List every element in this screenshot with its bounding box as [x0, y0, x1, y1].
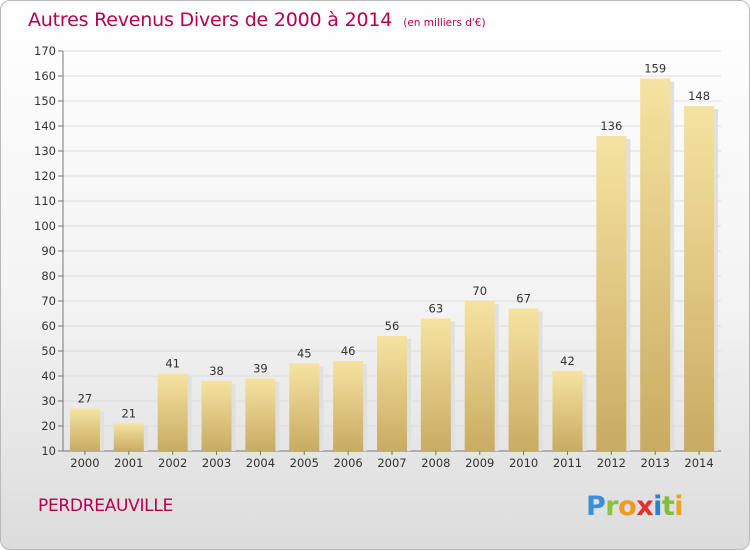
x-tick-label: 2004 — [246, 456, 275, 470]
x-tick-label: 2009 — [465, 456, 494, 470]
bar — [596, 136, 627, 451]
bar — [289, 363, 320, 451]
bar — [377, 336, 407, 451]
x-tick-label: 2014 — [684, 456, 713, 470]
chart-title-block: Autres Revenus Divers de 2000 à 2014 (en… — [28, 9, 486, 31]
bar-value-label: 42 — [560, 354, 575, 368]
bar-value-label: 27 — [78, 392, 93, 406]
y-tick-label: 20 — [41, 419, 56, 433]
y-tick-label: 120 — [34, 169, 56, 183]
bar-value-label: 136 — [600, 119, 622, 133]
bar-value-label: 39 — [253, 362, 268, 376]
bar — [552, 371, 583, 451]
x-tick-label: 2003 — [202, 456, 231, 470]
y-tick-label: 170 — [34, 44, 56, 58]
bar — [157, 373, 188, 451]
bar — [201, 381, 232, 451]
x-tick-label: 2012 — [597, 456, 626, 470]
y-tick-label: 150 — [34, 94, 56, 108]
bar-value-label: 41 — [165, 357, 180, 371]
y-tick-label: 140 — [34, 119, 56, 133]
bar-value-label: 159 — [644, 62, 666, 76]
x-tick-label: 2005 — [290, 456, 319, 470]
y-tick-label: 30 — [41, 394, 56, 408]
x-tick-label: 2000 — [70, 456, 99, 470]
bar-value-label: 45 — [297, 347, 312, 361]
y-tick-label: 100 — [34, 219, 56, 233]
y-tick-label: 160 — [34, 69, 56, 83]
y-tick-label: 60 — [41, 319, 56, 333]
bar — [245, 378, 276, 451]
y-tick-label: 50 — [41, 344, 56, 358]
bar — [333, 361, 364, 451]
y-tick-label: 80 — [41, 269, 56, 283]
bar — [420, 318, 451, 451]
bar-value-label: 46 — [341, 344, 356, 358]
bar-value-label: 63 — [429, 302, 444, 316]
y-tick-label: 70 — [41, 294, 56, 308]
x-tick-label: 2010 — [509, 456, 538, 470]
y-tick-label: 110 — [34, 194, 56, 208]
x-tick-label: 2006 — [333, 456, 362, 470]
y-tick-label: 90 — [41, 244, 56, 258]
bar — [113, 423, 144, 451]
chart-title: Autres Revenus Divers de 2000 à 2014 — [28, 9, 393, 31]
bar-value-label: 38 — [209, 364, 224, 378]
x-tick-label: 2007 — [377, 456, 406, 470]
x-tick-label: 2011 — [553, 456, 582, 470]
bar-value-label: 70 — [472, 284, 487, 298]
x-tick-label: 2013 — [641, 456, 670, 470]
bar — [464, 301, 495, 451]
y-tick-label: 40 — [41, 369, 56, 383]
bar-value-label: 56 — [385, 319, 400, 333]
bar-value-label: 21 — [121, 407, 136, 421]
chart-subtitle: (en milliers d'€) — [403, 17, 486, 29]
bar — [640, 78, 671, 451]
y-tick-label: 10 — [41, 444, 56, 458]
bar — [508, 308, 539, 451]
x-tick-label: 2002 — [158, 456, 187, 470]
bar-value-label: 148 — [688, 89, 710, 103]
bar-value-label: 67 — [516, 292, 531, 306]
x-tick-label: 2008 — [421, 456, 450, 470]
bar — [69, 408, 100, 451]
x-tick-label: 2001 — [114, 456, 143, 470]
y-tick-label: 130 — [34, 144, 56, 158]
proxiti-logo[interactable]: Proxiti — [586, 491, 684, 522]
commune-name: PERDREAUVILLE — [38, 496, 173, 516]
bar — [684, 106, 715, 451]
